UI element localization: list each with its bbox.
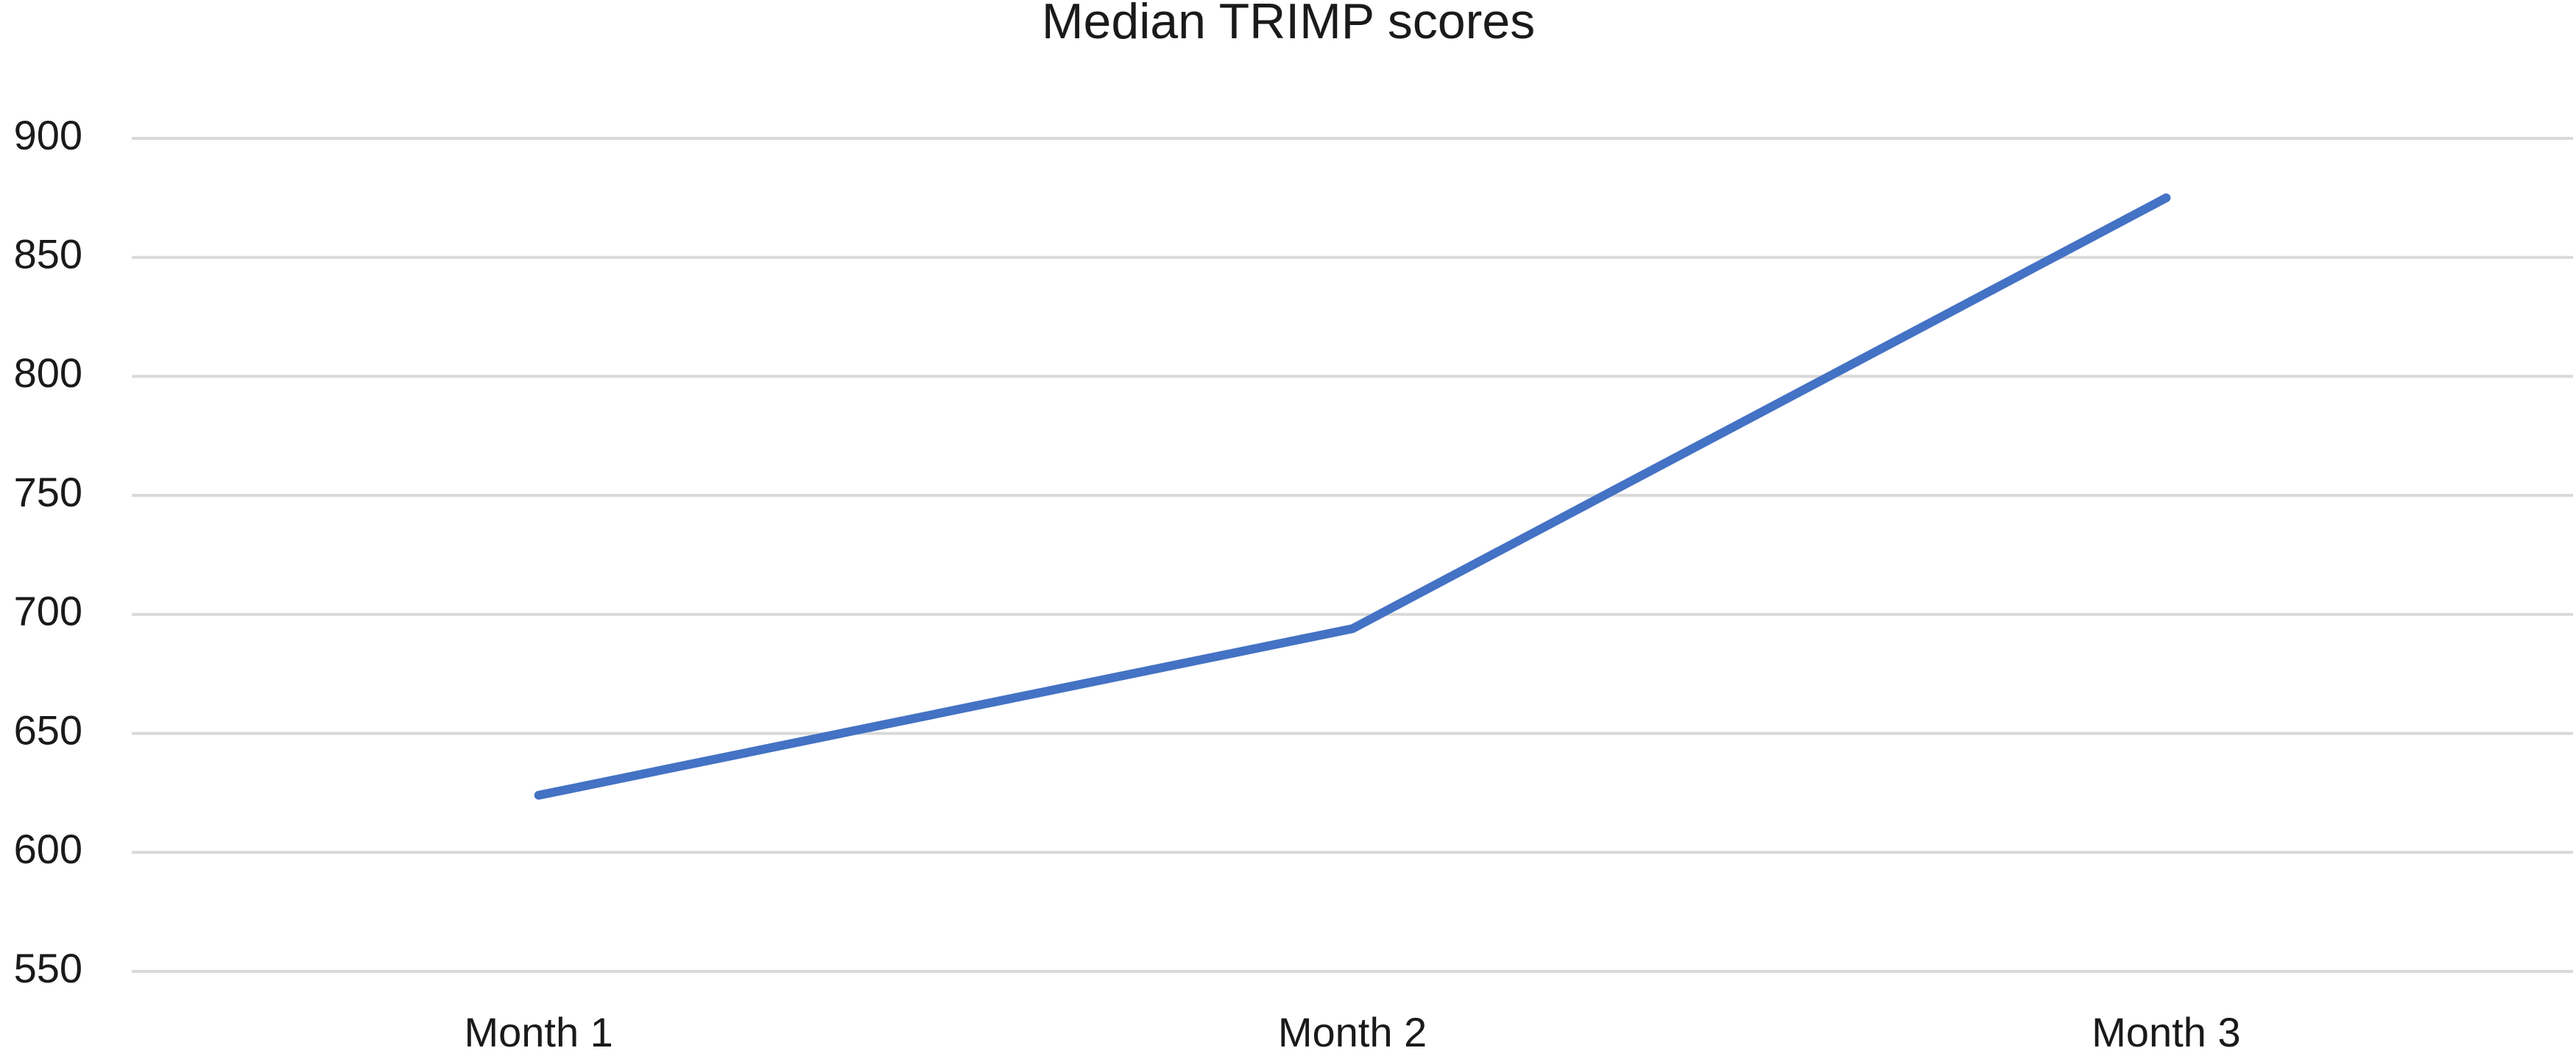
y-tick-label: 650	[14, 706, 82, 753]
data-line	[534, 193, 2171, 800]
y-tick-label: 700	[14, 588, 82, 634]
x-tick-label: Month 1	[464, 1009, 613, 1055]
y-tick-label: 600	[14, 826, 82, 872]
y-tick-label: 900	[14, 112, 82, 158]
y-tick-label: 800	[14, 350, 82, 396]
x-tick-label: Month 3	[2092, 1009, 2240, 1055]
y-tick-label: 550	[14, 945, 82, 991]
x-tick-label: Month 2	[1278, 1009, 1427, 1055]
y-tick-label: 750	[14, 469, 82, 515]
chart-title: Median TRIMP scores	[1042, 0, 1535, 49]
y-tick-label: 850	[14, 231, 82, 277]
